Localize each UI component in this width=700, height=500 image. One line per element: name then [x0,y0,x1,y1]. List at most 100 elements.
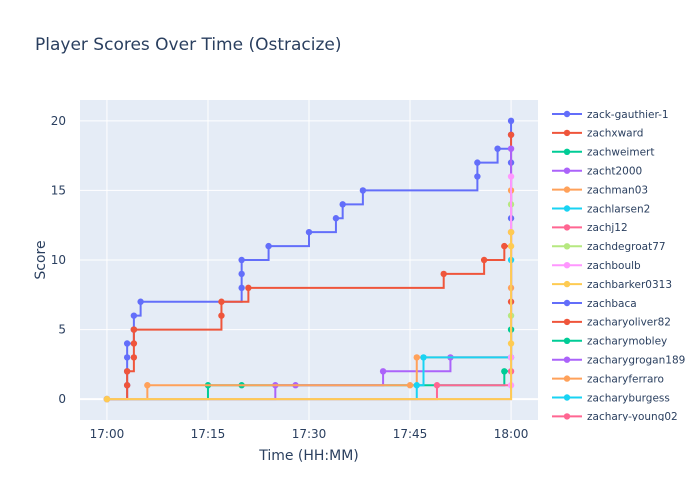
legend-item[interactable]: zachary-young02 [552,411,678,423]
legend-label: zachboulb [587,260,641,272]
tick-labels: 0 5 10 15 20 17:00 17:15 17:30 17:45 18:00 [51,114,529,441]
legend-swatch-marker [563,318,571,326]
data-point[interactable] [494,145,501,152]
data-point[interactable] [238,284,245,292]
legend-item[interactable]: zacht2000 [552,166,642,178]
data-point[interactable] [130,354,138,361]
data-point[interactable] [123,368,131,375]
series-zachbarker0313 [103,228,515,403]
data-point[interactable] [420,354,427,361]
legend-swatch-marker [563,375,571,382]
x-tick-label: 17:00 [90,427,125,441]
legend-swatch-marker [563,413,571,420]
legend-item[interactable]: zachweimert [552,147,654,159]
series-layer [103,117,515,403]
legend-item[interactable]: zachxward [552,128,643,140]
data-point[interactable] [218,312,225,319]
data-point[interactable] [265,242,272,250]
legend-item[interactable]: zacharyoliver82 [552,317,671,329]
legend-item[interactable]: zachj12 [552,222,628,234]
legend-swatch-marker [563,299,571,307]
legend[interactable]: zack-gauthier-1 zachxward zachweimert zacht… [552,109,685,423]
legend-label: zachary-young02 [587,411,678,423]
data-point[interactable] [359,187,367,194]
legend-swatch-marker [563,243,571,250]
legend-label: zacht2000 [587,166,642,178]
legend-swatch-marker [563,394,571,401]
legend-label: zacharyburgess [587,392,670,404]
data-point[interactable] [305,228,313,236]
data-point[interactable] [440,270,447,278]
data-point[interactable] [507,145,515,152]
data-point[interactable] [245,284,252,292]
data-point[interactable] [507,173,515,180]
data-point[interactable] [501,368,508,375]
legend-item[interactable]: zachman03 [552,184,648,196]
legend-label: zachdegroat77 [587,241,666,253]
legend-swatch-marker [563,129,571,137]
data-point[interactable] [218,298,225,305]
legend-item[interactable]: zachdegroat77 [552,241,666,253]
legend-swatch-marker [563,110,571,118]
data-point[interactable] [413,354,420,361]
legend-item[interactable]: zachbaca [552,298,637,310]
x-tick-label: 18:00 [494,427,529,441]
data-point[interactable] [501,242,508,250]
legend-label: zachweimert [587,147,654,159]
data-point[interactable] [507,340,515,347]
legend-label: zack-gauthier-1 [587,109,669,121]
data-point[interactable] [130,312,138,319]
legend-swatch-marker [563,205,571,212]
data-point[interactable] [103,395,111,403]
data-point[interactable] [238,270,245,278]
data-point[interactable] [137,298,144,305]
y-tick-label: 0 [58,392,66,406]
legend-label: zachman03 [587,184,648,196]
y-tick-label: 20 [51,114,66,128]
legend-label: zacharyferraro [587,373,664,385]
data-point[interactable] [507,242,515,250]
legend-label: zachj12 [587,222,628,234]
data-point[interactable] [339,201,346,208]
legend-item[interactable]: zachboulb [552,260,641,272]
data-point[interactable] [123,340,131,347]
legend-item[interactable]: zacharyferraro [552,373,664,385]
data-point[interactable] [480,256,488,264]
data-point[interactable] [413,382,420,389]
data-point[interactable] [144,382,151,389]
legend-item[interactable]: zack-gauthier-1 [552,109,669,121]
data-point[interactable] [507,117,515,125]
data-point[interactable] [379,368,387,375]
legend-swatch-marker [563,148,571,155]
data-point[interactable] [406,382,414,389]
data-point[interactable] [130,326,138,333]
legend-label: zachlarsen2 [587,203,650,215]
legend-item[interactable]: zacharygrogan189 [552,355,685,367]
data-point[interactable] [130,340,138,347]
legend-swatch-marker [563,337,571,344]
data-point[interactable] [507,131,515,138]
data-point[interactable] [433,382,441,389]
data-point[interactable] [123,382,131,389]
legend-swatch-marker [563,186,571,193]
data-point[interactable] [474,173,481,180]
series-zachxward [103,131,515,403]
legend-item[interactable]: zacharymobley [552,336,667,348]
legend-item[interactable]: zachlarsen2 [552,203,650,215]
legend-label: zachbaca [587,298,637,310]
data-point[interactable] [238,256,245,264]
legend-swatch-marker [563,280,571,288]
legend-label: zachxward [587,128,643,140]
data-point[interactable] [123,354,131,361]
legend-swatch-marker [563,167,571,174]
legend-item[interactable]: zachbarker0313 [552,279,672,291]
data-point[interactable] [507,228,515,236]
legend-item[interactable]: zacharyburgess [552,392,670,404]
x-tick-label: 17:30 [292,427,327,441]
x-tick-label: 17:45 [393,427,428,441]
data-point[interactable] [474,159,481,166]
data-point[interactable] [332,215,340,222]
chart-title: Player Scores Over Time (Ostracize) [35,35,342,55]
legend-swatch-marker [563,224,571,231]
